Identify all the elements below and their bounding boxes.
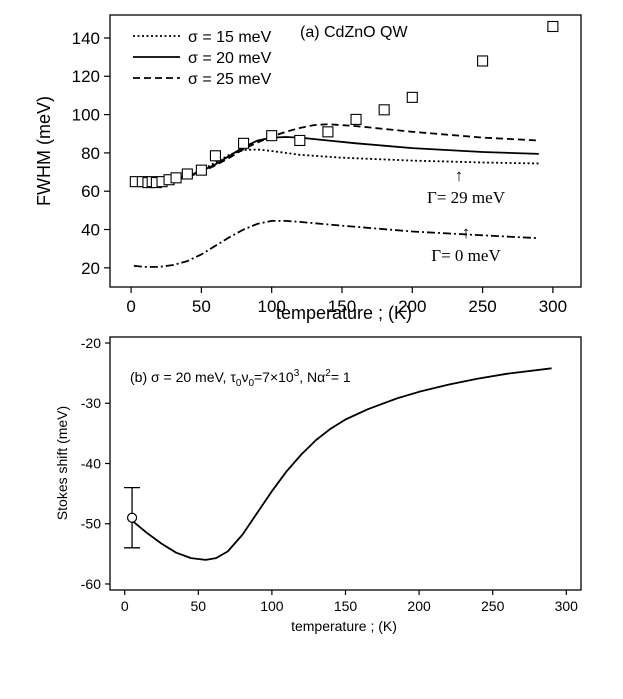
x-tick-label: 300 — [539, 297, 567, 316]
x-axis-label-a: temperature ; (K) — [276, 303, 412, 323]
data-point — [238, 137, 250, 149]
x-tick-label: 150 — [334, 598, 358, 614]
data-point — [181, 168, 193, 180]
legend-label-sigma20: σ = 20 meV — [188, 50, 272, 67]
data-point — [547, 20, 559, 33]
x-tick-label: 0 — [121, 598, 129, 614]
y-tick-label: 40 — [81, 220, 100, 239]
annotation-gamma29: Γ= 29 meV — [427, 188, 506, 207]
x-tick-label: 50 — [192, 297, 211, 316]
legend-a: σ = 15 meV σ = 20 meV σ = 25 meV — [133, 29, 272, 88]
y-tick-label: 80 — [81, 144, 100, 163]
x-tick-label: 50 — [191, 598, 207, 614]
data-point — [170, 172, 182, 184]
y-axis-label-a: FWHM (meV) — [34, 96, 54, 206]
data-point — [195, 164, 207, 176]
y-tick-label: 20 — [81, 259, 100, 278]
x-tick-label: 200 — [407, 598, 431, 614]
legend-label-sigma15: σ = 15 meV — [188, 29, 272, 46]
x-tick-label: 150 — [328, 297, 356, 316]
data-point — [378, 104, 390, 116]
y-tick-label: 100 — [72, 106, 100, 125]
chart-title-a: (a) CdZnO QW — [300, 24, 408, 41]
data-point — [350, 113, 362, 125]
y-tick-label: -30 — [81, 395, 101, 411]
chart-fwhm-vs-temperature: 0 50 100 150 200 250 300 20 40 60 80 100 120 140 temp… — [34, 14, 582, 323]
data-point — [477, 55, 489, 67]
y-tick-label: -40 — [81, 455, 101, 471]
arrow-gamma29: ↑ — [455, 166, 464, 185]
x-tick-label: 250 — [481, 598, 505, 614]
data-point — [266, 130, 278, 142]
annotation-gamma0: Γ= 0 meV — [431, 246, 501, 265]
x-tick-label: 100 — [257, 297, 285, 316]
y-tick-label: -50 — [81, 516, 101, 532]
legend-label-sigma25: σ = 25 meV — [188, 71, 272, 88]
y-tick-label: 120 — [72, 67, 100, 86]
x-tick-label: 300 — [555, 598, 579, 614]
y-tick-label: 140 — [72, 29, 100, 48]
x-tick-label: 0 — [126, 297, 135, 316]
data-point — [209, 150, 221, 162]
data-point — [294, 134, 306, 147]
y-axis-label-b: Stokes shift (meV) — [54, 406, 70, 520]
x-tick-label: 200 — [398, 297, 426, 316]
y-tick-label: -60 — [81, 576, 101, 592]
chart-title-b: (b) σ = 20 meV, τ0ν0=7×103, Nα2= 1 — [130, 368, 351, 389]
series-line-1 — [133, 148, 539, 183]
series-line-1 — [131, 367, 552, 561]
data-point — [322, 126, 334, 138]
series-line-4 — [133, 219, 539, 268]
chart-stokes-shift-vs-temperature: 0 50 100 150 200 250 300 -20 -30 -40 -50 -60 temper… — [54, 335, 582, 634]
data-point — [126, 512, 138, 523]
y-tick-label: -20 — [81, 335, 101, 351]
y-tick-label: 60 — [81, 182, 100, 201]
x-tick-label: 250 — [468, 297, 496, 316]
data-point — [406, 91, 418, 103]
arrow-gamma0: ↑ — [462, 223, 471, 242]
x-axis-label-b: temperature ; (K) — [291, 618, 397, 634]
plot-frame-a — [109, 14, 582, 288]
x-tick-label: 100 — [260, 598, 284, 614]
